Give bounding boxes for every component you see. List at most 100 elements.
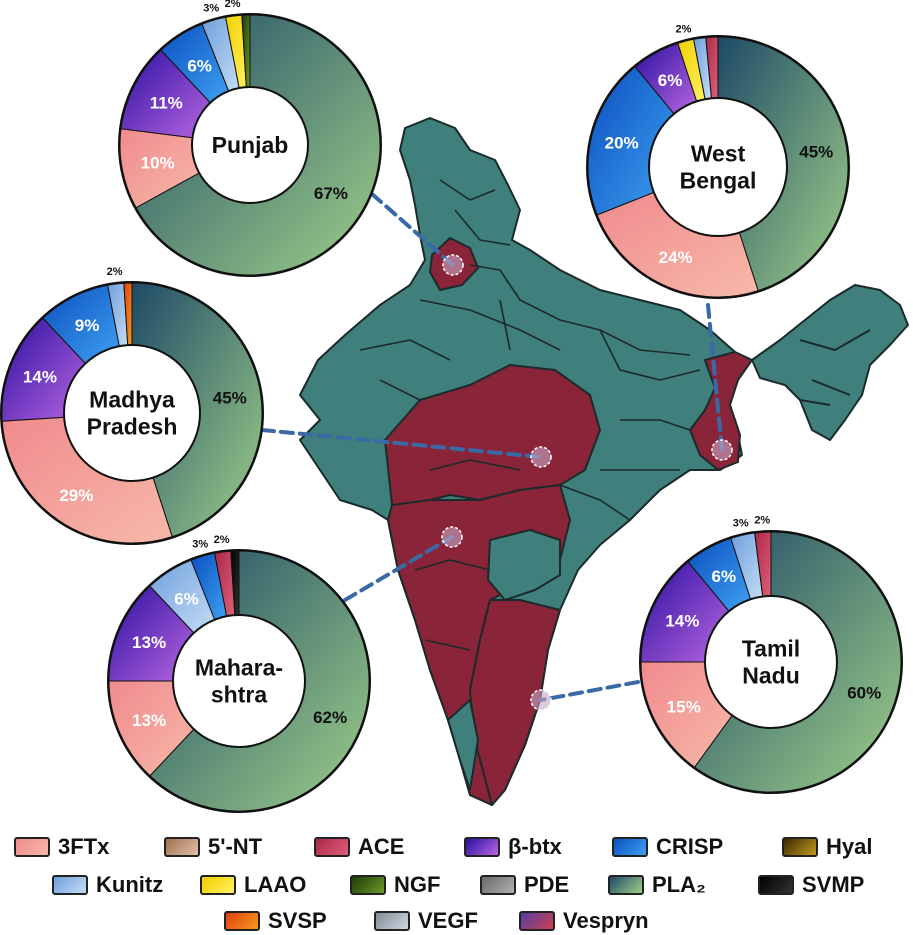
marker-tamil-nadu <box>530 689 552 711</box>
marker-madhya-pradesh <box>530 446 552 468</box>
donut-center-label: Tamil <box>742 636 800 662</box>
legend-item-btx: β-btx <box>464 834 612 860</box>
donut-center-label: Bengal <box>680 168 757 194</box>
legend-label: NGF <box>394 872 441 897</box>
connector-maharashtra <box>343 535 454 602</box>
legend-label: 3FTx <box>58 834 110 859</box>
slice-label-kunitz: 3% <box>733 517 749 529</box>
slice-label-pla2: 60% <box>847 683 881 702</box>
donut-center-label: Mahara- <box>195 655 283 681</box>
india-map <box>299 117 909 806</box>
legend-swatch <box>52 875 88 895</box>
legend-label: 5'-NT <box>208 834 263 859</box>
legend-item-hyal: Hyal <box>782 834 902 860</box>
legend-item-5-nt: 5'-NT <box>164 834 314 860</box>
legend-label: β-btx <box>508 834 562 859</box>
slice-label-pla2: 62% <box>313 708 347 727</box>
legend-swatch <box>14 837 50 857</box>
slice-label-btx: 14% <box>665 611 699 630</box>
donut-center-label: West <box>691 141 746 167</box>
slice-label-crisp: 6% <box>711 567 736 586</box>
state-west-bengal <box>689 351 753 471</box>
slice-label-3ftx: 24% <box>659 248 693 267</box>
slice-label-3ftx: 13% <box>132 711 166 730</box>
donut-center-label: shtra <box>211 682 267 708</box>
slice-label-btx: 6% <box>658 71 683 90</box>
legend-item-vespryn: Vespryn <box>519 908 659 934</box>
marker-maharashtra <box>441 526 463 548</box>
slice-label-kunitz: 6% <box>174 589 199 608</box>
legend-label: ACE <box>358 834 405 859</box>
slice-label-pla2: 45% <box>213 389 247 408</box>
legend-label: VEGF <box>418 908 478 933</box>
legend-swatch <box>224 911 260 931</box>
legend-label: Kunitz <box>96 872 164 897</box>
donut-center-label: Punjab <box>212 132 289 158</box>
legend-label: PLA₂ <box>652 872 706 897</box>
donut-hole <box>172 614 306 748</box>
figure-canvas: 67%10%11%6%3% 2%Punjab 45%24%20%6%2%WestBe… <box>0 0 909 813</box>
slice-label-btx: 14% <box>23 368 57 387</box>
legend-swatch <box>350 875 386 895</box>
slice-label-ace: 2% <box>754 514 770 526</box>
slice-label-3ftx: 10% <box>141 154 175 173</box>
connector-madhya-pradesh <box>260 428 543 459</box>
legend-label: LAAO <box>244 872 307 897</box>
donut-hole <box>191 86 309 204</box>
slice-label-crisp: 20% <box>605 133 639 152</box>
slice-label-laao: 2% <box>225 0 241 10</box>
slice-label-3ftx: 29% <box>59 486 93 505</box>
marker-west-bengal <box>711 439 733 461</box>
slice-label-pla2: 45% <box>799 142 833 161</box>
donut-hole <box>648 97 788 237</box>
slice-label-crisp: 3% <box>192 539 208 551</box>
legend-swatch <box>519 911 555 931</box>
legend-label: SVMP <box>802 872 865 897</box>
donut-center-label: Pradesh <box>87 414 178 440</box>
donut-center-label: Nadu <box>742 663 800 689</box>
legend-swatch <box>200 875 236 895</box>
legend-swatch <box>374 911 410 931</box>
legend-swatch <box>464 837 500 857</box>
slice-label-kunitz: 3% <box>203 3 219 15</box>
northeast-region <box>751 284 909 441</box>
connector-punjab <box>370 192 455 267</box>
slice-label-crisp: 6% <box>187 57 212 76</box>
legend-swatch <box>612 837 648 857</box>
legend-swatch <box>480 875 516 895</box>
slice-label-ace: 2% <box>214 534 230 546</box>
legend-item-crisp: CRISP <box>612 834 782 860</box>
legend-item-pla2: PLA₂ <box>608 872 758 898</box>
northeast-divider <box>799 329 871 406</box>
slice-label-crisp: 9% <box>75 316 100 335</box>
connector-tamil-nadu <box>539 680 640 702</box>
slice-label-btx: 13% <box>132 633 166 652</box>
slice-label-kunitz: 2% <box>107 266 123 278</box>
donut-charts: 67%10%11%6%3% 2%Punjab 45%24%20%6%2%WestBe… <box>0 0 903 813</box>
state-southeast-block <box>469 599 561 806</box>
legend-swatch <box>164 837 200 857</box>
legend-label: PDE <box>524 872 570 897</box>
state-kerala <box>447 699 479 791</box>
legend-item-ace: ACE <box>314 834 464 860</box>
slice-label-3ftx: 15% <box>667 697 701 716</box>
state-telangana <box>487 529 561 601</box>
donut-center-label: Madhya <box>89 387 175 413</box>
slice-label-btx: 11% <box>150 93 183 112</box>
legend-item-pde: PDE <box>480 872 608 898</box>
slice-label-pla2: 67% <box>314 184 348 203</box>
legend-label: SVSP <box>268 908 327 933</box>
legend-item-laao: LAAO <box>200 872 350 898</box>
donut-maharashtra: 62% 13% 13% 6% 3% 2% Mahara-shtra <box>107 534 371 813</box>
connector-west-bengal <box>706 303 724 452</box>
legend-item-3ftx: 3FTx <box>14 834 164 860</box>
legend-swatch <box>758 875 794 895</box>
legend-row: Kunitz LAAO NGF PDE PLA₂ SVMP <box>52 872 888 898</box>
legend-label: Vespryn <box>563 908 649 933</box>
marker-punjab <box>442 254 464 276</box>
legend-row: 3FTx 5'-NT ACE β-btx CRISP Hyal <box>14 834 902 860</box>
legend-item-svsp: SVSP <box>224 908 374 934</box>
